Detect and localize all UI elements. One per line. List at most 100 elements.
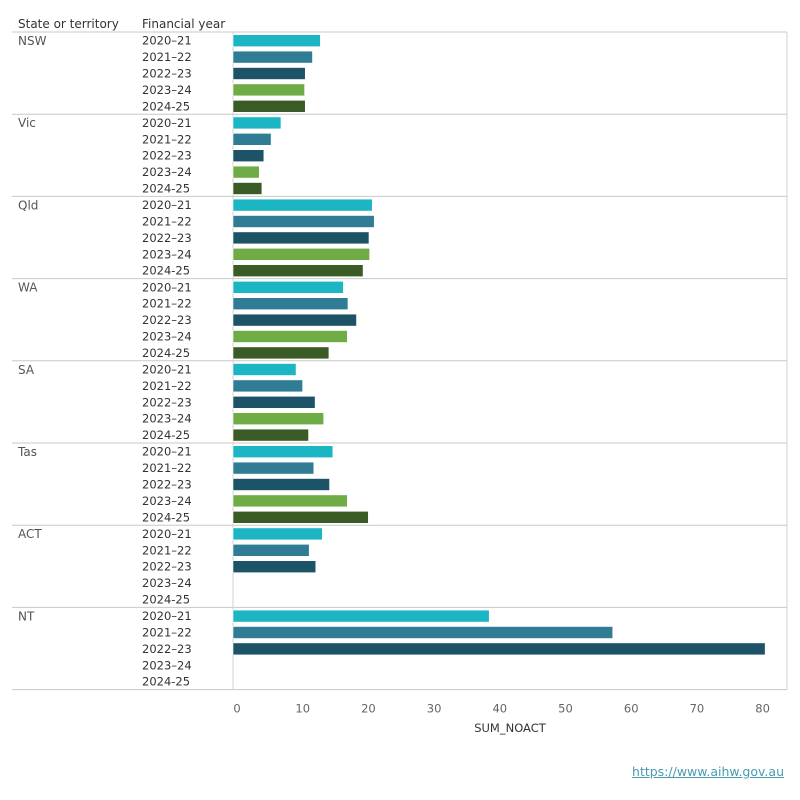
bar-tas-2022-23[interactable] bbox=[232, 478, 330, 491]
bar-act-2021-22[interactable] bbox=[232, 543, 310, 557]
bar-qld-2020-21[interactable] bbox=[232, 198, 373, 212]
bar-tas-2020-21[interactable] bbox=[232, 445, 334, 459]
year-label: 2024-25 bbox=[142, 510, 190, 524]
year-label: 2022–23 bbox=[142, 313, 192, 327]
bar-qld-2023-24[interactable] bbox=[232, 248, 370, 261]
bar-nt-2022-23[interactable] bbox=[232, 642, 766, 656]
bar-nsw-2021-22[interactable] bbox=[232, 50, 313, 64]
bar-wa-2022-23[interactable] bbox=[232, 313, 357, 327]
bar-qld-2021-22[interactable] bbox=[232, 215, 375, 228]
bar-vic-2021-22[interactable] bbox=[232, 133, 272, 146]
chart-groups: NSW 2020–21 2021–22 2022–23 2023–24 2024-25 Vi… bbox=[17, 34, 766, 689]
year-label: 2021–22 bbox=[142, 379, 192, 393]
year-label: 2022–23 bbox=[142, 642, 192, 656]
state-column-header: State or territory bbox=[18, 17, 119, 31]
state-label: NSW bbox=[18, 34, 47, 48]
year-label: 2020–21 bbox=[142, 445, 192, 459]
bar-nsw-2022-23[interactable] bbox=[232, 67, 306, 80]
bar-nsw-2020-21[interactable] bbox=[232, 34, 321, 48]
bar-nsw-2023-24[interactable] bbox=[232, 83, 305, 97]
year-label: 2022–23 bbox=[142, 478, 192, 492]
bar-qld-2024-25[interactable] bbox=[232, 264, 364, 278]
year-label: 2024-25 bbox=[142, 99, 190, 113]
x-tick-label: 10 bbox=[295, 702, 310, 716]
bar-vic-2023-24[interactable] bbox=[232, 165, 260, 179]
group-wa: WA 2020–21 2021–22 2022–23 2023–24 2024-25 bbox=[18, 280, 357, 360]
year-label: 2022–23 bbox=[142, 231, 192, 245]
group-nt: NT 2020–21 2021–22 2022–23 2023–24 2024-25 bbox=[18, 609, 766, 689]
year-label: 2020–21 bbox=[142, 527, 192, 541]
x-tick-label: 80 bbox=[755, 702, 770, 716]
year-label: 2020–21 bbox=[142, 198, 192, 212]
state-label: NT bbox=[18, 609, 35, 623]
bar-sa-2022-23[interactable] bbox=[232, 395, 316, 409]
source-link[interactable]: https://www.aihw.gov.au bbox=[632, 764, 784, 779]
bar-act-2020-21[interactable] bbox=[232, 527, 323, 541]
year-label: 2021–22 bbox=[142, 297, 192, 311]
x-tick-label: 70 bbox=[690, 702, 705, 716]
year-label: 2022–23 bbox=[142, 560, 192, 574]
year-label: 2021–22 bbox=[142, 132, 192, 146]
year-label: 2021–22 bbox=[142, 461, 192, 475]
grid-lines bbox=[12, 31, 788, 691]
state-label: Qld bbox=[18, 198, 38, 212]
year-label: 2020–21 bbox=[142, 116, 192, 130]
state-label: SA bbox=[18, 363, 35, 377]
group-sa: SA 2020–21 2021–22 2022–23 2023–24 2024-25 bbox=[18, 363, 324, 442]
group-nsw: NSW 2020–21 2021–22 2022–23 2023–24 2024-25 bbox=[18, 34, 321, 113]
year-label: 2024-25 bbox=[142, 428, 190, 442]
group-act: ACT 2020–21 2021–22 2022–23 2023–24 2024-25 bbox=[18, 527, 323, 607]
bar-tas-2024-25[interactable] bbox=[232, 510, 369, 524]
year-label: 2024-25 bbox=[142, 182, 190, 196]
bar-wa-2024-25[interactable] bbox=[232, 346, 330, 360]
x-tick-label: 30 bbox=[427, 702, 442, 716]
year-label: 2020–21 bbox=[142, 34, 192, 48]
year-label: 2022–23 bbox=[142, 67, 192, 81]
year-label: 2023–24 bbox=[142, 247, 192, 261]
state-label: Tas bbox=[17, 445, 37, 459]
year-label: 2023–24 bbox=[142, 576, 192, 590]
year-column-header: Financial year bbox=[142, 17, 225, 31]
year-label: 2020–21 bbox=[142, 609, 192, 623]
year-label: 2021–22 bbox=[142, 626, 192, 640]
year-label: 2022–23 bbox=[142, 395, 192, 409]
bar-act-2022-23[interactable] bbox=[232, 560, 317, 574]
group-tas: Tas 2020–21 2021–22 2022–23 2023–24 2024-25 bbox=[17, 445, 369, 524]
state-label: WA bbox=[18, 281, 38, 295]
x-tick-label: 0 bbox=[233, 702, 240, 716]
state-label: Vic bbox=[18, 116, 36, 130]
year-label: 2021–22 bbox=[142, 543, 192, 557]
bar-wa-2023-24[interactable] bbox=[232, 330, 348, 343]
bar-nt-2020-21[interactable] bbox=[232, 609, 490, 623]
x-tick-label: 50 bbox=[558, 702, 573, 716]
year-label: 2024-25 bbox=[142, 346, 190, 360]
bar-tas-2023-24[interactable] bbox=[232, 494, 348, 508]
bar-vic-2024-25[interactable] bbox=[232, 182, 263, 195]
year-label: 2020–21 bbox=[142, 363, 192, 377]
state-label: ACT bbox=[18, 527, 42, 541]
bar-sa-2020-21[interactable] bbox=[232, 363, 297, 376]
year-label: 2023–24 bbox=[142, 330, 192, 344]
year-label: 2023–24 bbox=[142, 412, 192, 426]
year-label: 2024-25 bbox=[142, 675, 190, 689]
year-label: 2021–22 bbox=[142, 215, 192, 229]
bar-vic-2022-23[interactable] bbox=[232, 149, 265, 162]
year-label: 2021–22 bbox=[142, 50, 192, 64]
x-tick-label: 60 bbox=[624, 702, 639, 716]
bar-nt-2021-22[interactable] bbox=[232, 626, 614, 639]
bar-nsw-2024-25[interactable] bbox=[232, 100, 306, 113]
bar-qld-2022-23[interactable] bbox=[232, 231, 370, 245]
bar-wa-2021-22[interactable] bbox=[232, 297, 349, 311]
bar-tas-2021-22[interactable] bbox=[232, 461, 315, 475]
bar-sa-2021-22[interactable] bbox=[232, 379, 303, 393]
year-label: 2023–24 bbox=[142, 165, 192, 179]
bar-vic-2020-21[interactable] bbox=[232, 116, 282, 130]
year-label: 2024-25 bbox=[142, 593, 190, 607]
x-axis: 0 10 20 30 40 50 60 70 80 bbox=[233, 702, 770, 716]
year-label: 2022–23 bbox=[142, 149, 192, 163]
bar-sa-2023-24[interactable] bbox=[232, 412, 324, 426]
x-axis-title: SUM_NOACT bbox=[474, 721, 547, 735]
bar-sa-2024-25[interactable] bbox=[232, 428, 309, 442]
bar-wa-2020-21[interactable] bbox=[232, 280, 344, 294]
